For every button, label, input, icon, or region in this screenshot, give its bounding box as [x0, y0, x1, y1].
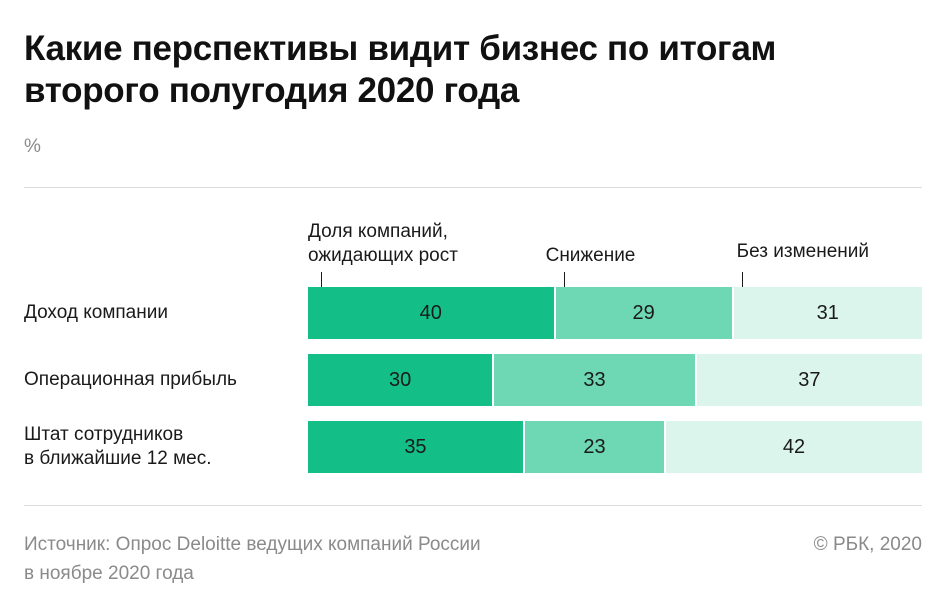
category-label: Доход компании — [24, 301, 168, 325]
data-label: 42 — [782, 435, 806, 458]
category-label-line: Доход компании — [24, 302, 168, 323]
bar-segment: 37 — [694, 354, 922, 406]
bar-segment: 31 — [731, 287, 922, 339]
legend-label: Доля компаний, ожидающих рост — [308, 220, 458, 268]
title-line: второго полугодия 2020 года — [24, 71, 520, 110]
legend-label-line: Снижение — [545, 245, 636, 266]
bar-segment: 33 — [492, 354, 695, 406]
source-line: Источник: Опрос Deloitte ведущих компани… — [24, 534, 481, 555]
top-divider — [24, 187, 922, 188]
legend-tick — [741, 272, 743, 287]
source-line: в ноябре 2020 года — [24, 563, 194, 584]
legend-label-line: ожидающих рост — [308, 245, 458, 266]
bottom-divider — [24, 505, 922, 506]
copyright: © РБК, 2020 — [813, 534, 922, 555]
source-note: Источник: Опрос Deloitte ведущих компани… — [24, 530, 481, 588]
title-line: Какие перспективы видит бизнес по итогам — [24, 29, 777, 68]
bar-segment: 40 — [308, 287, 554, 339]
category-label-line: Штат сотрудников — [24, 424, 184, 445]
bar-segment: 29 — [553, 287, 732, 339]
data-label: 31 — [816, 301, 839, 324]
legend-label: Без изменений — [737, 240, 869, 264]
data-label: 33 — [583, 368, 606, 391]
bar-segment: 30 — [308, 354, 493, 406]
stacked-bar: 35 23 42 — [308, 421, 922, 473]
data-label: 29 — [632, 301, 655, 324]
stacked-bar: 30 33 37 — [308, 354, 922, 406]
stacked-bar: 40 29 31 — [308, 287, 922, 339]
legend-label-line: Без изменений — [736, 241, 869, 262]
category-label-line: в ближайшие 12 мес. — [24, 448, 212, 469]
category-label: Штат сотрудников в ближайшие 12 мес. — [24, 423, 212, 471]
data-label: 35 — [404, 435, 427, 458]
legend-tick — [563, 272, 565, 287]
data-label: 37 — [798, 368, 821, 391]
bar-segment: 42 — [664, 421, 922, 473]
category-label: Операционная прибыль — [24, 368, 237, 392]
data-label: 23 — [583, 435, 606, 458]
legend-tick — [321, 272, 322, 287]
legend-label-line: Доля компаний, — [308, 221, 448, 242]
unit-label: % — [24, 136, 41, 157]
category-label-line: Операционная прибыль — [24, 369, 237, 390]
legend-label: Снижение — [546, 244, 636, 268]
data-label: 40 — [419, 301, 442, 324]
data-label: 30 — [388, 368, 412, 391]
bar-segment: 23 — [522, 421, 665, 473]
bar-segment: 35 — [308, 421, 523, 473]
chart-title: Какие перспективы видит бизнес по итогам… — [24, 28, 904, 112]
